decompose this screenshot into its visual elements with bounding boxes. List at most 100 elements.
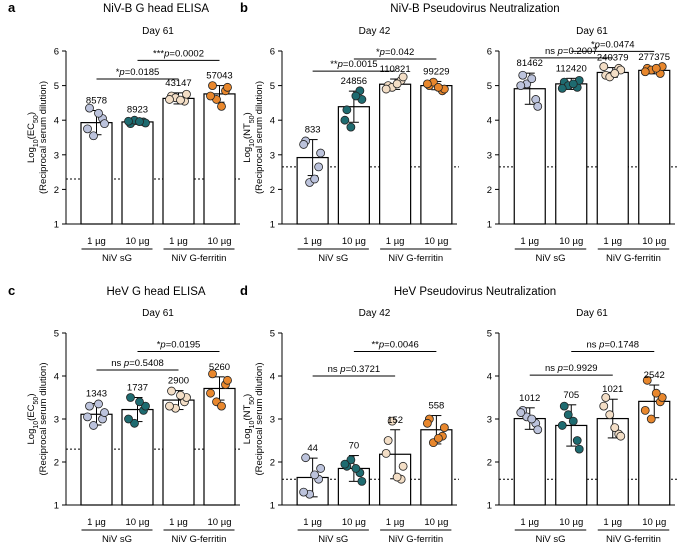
x-category-label: 1 µg — [520, 236, 539, 247]
data-point — [342, 105, 352, 115]
data-point — [640, 67, 650, 77]
data-point — [85, 401, 94, 411]
panel-letter: b — [240, 0, 248, 15]
x-category-label: 10 µg — [342, 236, 366, 247]
group-label: NiV G-ferritin — [172, 534, 227, 542]
y-tick-label: 1 — [487, 220, 492, 231]
y-tick-label: 4 — [54, 116, 59, 127]
significance-label: ns p=0.5408 — [111, 358, 164, 369]
data-point — [533, 101, 543, 111]
data-point — [206, 388, 215, 398]
x-category-label: 1 µg — [169, 517, 188, 528]
y-tick-label: 6 — [270, 47, 275, 58]
group-label: NiV G-ferritin — [606, 534, 661, 542]
data-point — [135, 397, 144, 407]
data-point — [94, 399, 103, 409]
data-point — [527, 414, 537, 424]
y-tick-label: 3 — [270, 150, 275, 161]
data-point — [310, 174, 320, 184]
data-point — [640, 405, 650, 415]
data-point — [383, 436, 393, 445]
bar-value-label: 24856 — [341, 76, 367, 87]
data-point — [568, 79, 578, 89]
data-point — [557, 83, 567, 93]
data-point — [422, 418, 432, 428]
data-point — [340, 459, 350, 469]
bar-0 — [80, 413, 113, 506]
x-category-label: 1 µg — [603, 236, 622, 247]
data-point — [392, 79, 402, 89]
data-point — [516, 408, 526, 417]
group-label: NiV sG — [535, 534, 565, 542]
y-tick-label: 4 — [270, 116, 275, 127]
y-tick-label: 2 — [487, 185, 492, 196]
data-point — [217, 401, 226, 411]
bar-value-label: 833 — [305, 125, 321, 136]
chart-subtitle: Day 42 — [359, 308, 391, 319]
bar-1 — [555, 83, 588, 225]
bar-value-label: 70 — [349, 441, 360, 452]
bar-3 — [638, 69, 671, 225]
data-point — [646, 414, 656, 424]
y-tick-label: 2 — [54, 458, 59, 469]
data-point — [572, 436, 582, 445]
x-category-label: 10 µg — [342, 517, 366, 528]
group-label: NiV sG — [102, 534, 132, 542]
data-point — [346, 455, 356, 465]
data-point — [223, 375, 232, 385]
bar-value-label: 2900 — [168, 376, 189, 387]
data-point — [616, 431, 626, 441]
panel-letter: a — [8, 0, 16, 15]
significance-label: **p=0.0015 — [330, 59, 377, 70]
bar-value-label: 5260 — [209, 362, 230, 373]
data-point — [610, 69, 620, 78]
y-tick-label: 5 — [487, 329, 492, 340]
data-point — [340, 115, 350, 125]
significance-label: ns p=0.3721 — [328, 364, 381, 375]
data-point — [310, 470, 320, 480]
data-point — [299, 487, 309, 497]
bar-value-label: 110821 — [380, 64, 411, 75]
y-axis-label-secondary: (Reciprocal serum dilution) — [38, 363, 49, 476]
bar-value-label: 99229 — [423, 66, 449, 77]
bar-value-label: 152 — [387, 415, 403, 426]
data-point — [316, 464, 326, 473]
significance-label: ns p=0.9929 — [545, 363, 598, 374]
data-point — [89, 421, 98, 430]
bar-value-label: 1343 — [86, 389, 107, 400]
significance-label: ***p=0.0002 — [153, 48, 204, 59]
data-point — [642, 375, 652, 385]
data-point — [165, 95, 174, 104]
x-category-label: 1 µg — [303, 517, 322, 528]
data-point — [126, 393, 135, 402]
panel-title: NiV-B G head ELISA — [103, 3, 209, 15]
bar-2 — [162, 97, 195, 225]
data-point — [357, 476, 367, 486]
data-point — [381, 84, 391, 94]
data-point — [83, 412, 92, 422]
bar-value-label: 1012 — [519, 393, 540, 404]
data-point — [182, 89, 191, 99]
y-tick-label: 6 — [54, 47, 59, 58]
y-tick-label: 1 — [270, 501, 275, 512]
chart-panel-a-day61: a NiV-B G head ELISA Day 61 1 2 3 4 5 6 Log10(EC5… — [8, 0, 242, 264]
data-point — [533, 425, 543, 435]
y-tick-label: 1 — [270, 220, 275, 231]
data-point — [439, 423, 449, 433]
data-point — [599, 62, 609, 71]
data-point — [398, 461, 408, 471]
chart-subtitle: Day 61 — [576, 26, 608, 37]
bar-value-label: 277375 — [638, 52, 670, 63]
group-label: NiV sG — [318, 253, 348, 264]
significance-label: *p=0.0195 — [157, 339, 201, 350]
data-point — [381, 448, 391, 458]
bar-value-label: 558 — [428, 401, 444, 412]
data-point — [392, 472, 402, 482]
x-category-label: 10 µg — [642, 517, 666, 528]
group-label: NiV sG — [102, 253, 132, 264]
y-axis-label-secondary: (Reciprocal serum dilution) — [254, 363, 265, 476]
group-label: NiV G-ferritin — [388, 534, 443, 542]
data-point — [100, 408, 109, 417]
bar-value-label: 112420 — [556, 63, 587, 74]
